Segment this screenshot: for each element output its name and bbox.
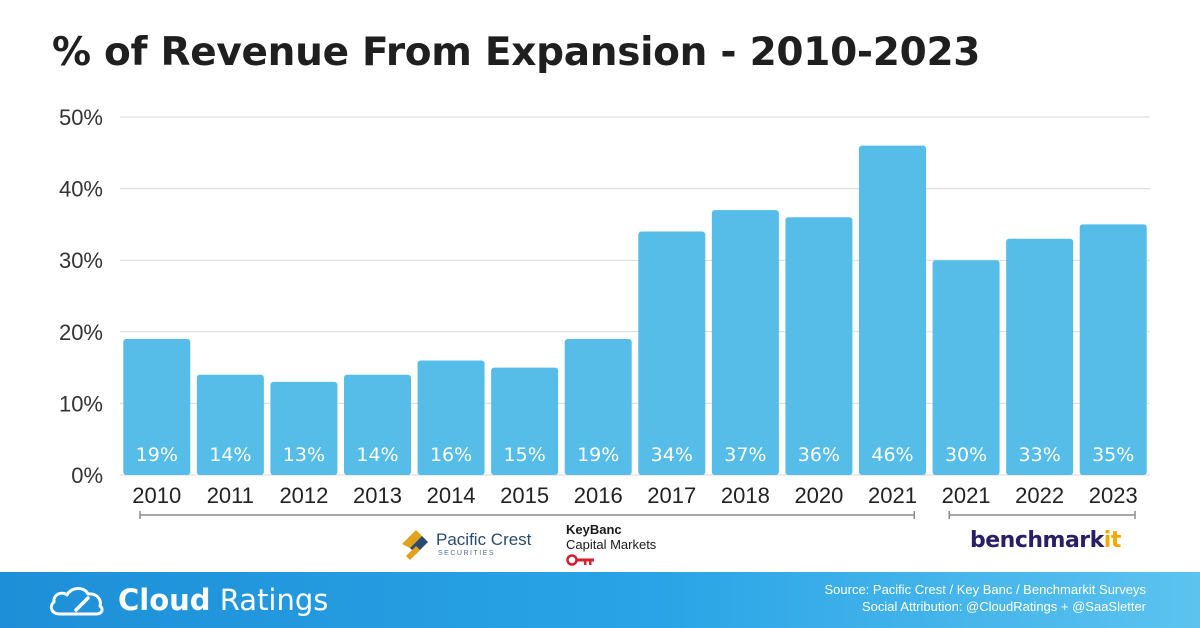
y-tick-label: 20% xyxy=(59,320,103,345)
bar xyxy=(270,381,338,475)
x-tick-label: 2014 xyxy=(427,483,476,508)
source-text: Source: Pacific Crest / Key Banc / Bench… xyxy=(824,582,1146,597)
data-label: 19% xyxy=(577,444,619,466)
bars: 19% 14% 13% 14% 16% 15% 19% 34% 37% 36% 46% 30% 33% 3… xyxy=(123,145,1147,476)
bar xyxy=(1006,238,1074,475)
pacific-crest-logo: Pacific Crest SECURITIES xyxy=(398,522,548,566)
y-tick-label: 30% xyxy=(59,248,103,273)
y-axis-ticks: 0% 10% 20% 30% 40% 50% xyxy=(59,105,103,488)
bar xyxy=(344,374,411,475)
brand-name: Cloud Ratings xyxy=(118,583,328,617)
keybanc-name: KeyBanc xyxy=(566,522,622,537)
y-tick-label: 50% xyxy=(59,105,103,130)
bar xyxy=(859,145,926,475)
y-tick-label: 10% xyxy=(59,391,103,416)
x-tick-label: 2012 xyxy=(279,483,328,508)
data-label: 35% xyxy=(1092,444,1134,466)
bar xyxy=(1079,224,1147,475)
data-label: 36% xyxy=(798,444,840,466)
benchmarkit-accent: it xyxy=(1103,528,1122,553)
source-brackets xyxy=(139,511,1136,519)
x-tick-label: 2015 xyxy=(500,483,549,508)
attribution-text: Social Attribution: @CloudRatings + @Saa… xyxy=(861,599,1146,614)
data-label: 37% xyxy=(724,444,766,466)
x-tick-label: 2011 xyxy=(207,483,254,508)
data-label: 13% xyxy=(283,444,325,466)
x-tick-label: 2018 xyxy=(721,483,770,508)
x-tick-label: 2013 xyxy=(353,483,402,508)
x-tick-label: 2016 xyxy=(574,483,623,508)
x-tick-label: 2021 xyxy=(868,483,917,508)
bar xyxy=(491,367,559,475)
source-bracket xyxy=(948,511,1136,519)
brand-name-light: Ratings xyxy=(210,583,329,617)
pacific-crest-sub: SECURITIES xyxy=(438,550,496,557)
benchmarkit-main: benchmark xyxy=(970,528,1104,553)
data-label: 46% xyxy=(871,444,913,466)
x-tick-label: 2022 xyxy=(1015,483,1064,508)
bar xyxy=(417,360,485,475)
cloud-gauge-icon xyxy=(49,587,104,616)
data-label: 16% xyxy=(430,444,472,466)
x-tick-label: 2023 xyxy=(1089,483,1138,508)
key-icon xyxy=(566,554,594,566)
x-tick-label: 2010 xyxy=(132,483,181,508)
bar xyxy=(123,338,191,475)
x-tick-label: 2017 xyxy=(647,483,696,508)
bar xyxy=(564,338,632,475)
x-tick-label: 2020 xyxy=(794,483,843,508)
keybanc-logo: KeyBanc Capital Markets xyxy=(566,522,676,570)
y-tick-label: 40% xyxy=(59,177,103,202)
x-tick-label: 2021 xyxy=(942,483,991,508)
bar xyxy=(711,210,779,475)
y-tick-label: 0% xyxy=(71,463,103,488)
data-label: 19% xyxy=(136,444,178,466)
benchmarkit-logo: benchmarkit xyxy=(970,528,1121,553)
keybanc-sub: Capital Markets xyxy=(566,537,657,552)
data-label: 14% xyxy=(356,444,398,466)
bar xyxy=(785,217,853,476)
bar xyxy=(638,231,706,475)
data-label: 30% xyxy=(945,444,987,466)
pacific-crest-name: Pacific Crest xyxy=(436,530,532,549)
pacific-crest-mark-icon xyxy=(402,530,428,560)
data-label: 33% xyxy=(1019,444,1061,466)
data-label: 15% xyxy=(504,444,546,466)
source-bracket xyxy=(139,511,916,519)
x-axis-ticks: 2010 2011 2012 2013 2014 2015 2016 2017 2018 2020… xyxy=(132,483,1137,508)
chart-title: % of Revenue From Expansion - 2010-2023 xyxy=(52,30,981,75)
data-label: 34% xyxy=(651,444,693,466)
brand-name-bold: Cloud xyxy=(118,583,211,617)
bar xyxy=(196,374,264,475)
footer-banner: Cloud Ratings Source: Pacific Crest / Ke… xyxy=(0,572,1200,628)
bar xyxy=(932,260,1000,475)
bar-chart: 0% 10% 20% 30% 40% 50% 19% 14% 13% 14% 16% 15% 19% 3… xyxy=(59,105,1150,519)
data-label: 14% xyxy=(209,444,251,466)
